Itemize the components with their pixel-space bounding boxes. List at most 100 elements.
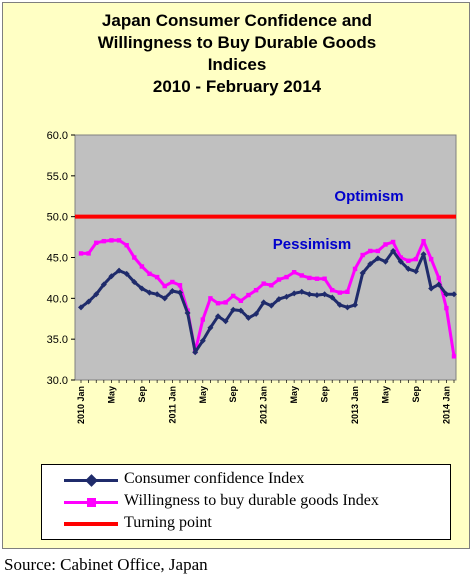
legend-label-turning-point: Turning point xyxy=(124,514,212,531)
x-tick-label: Sep xyxy=(228,386,238,403)
legend-label-willingness: Willingness to buy durable goods Index xyxy=(124,492,379,509)
data-point xyxy=(359,270,366,277)
x-tick-label: Sep xyxy=(411,386,421,403)
data-point xyxy=(443,291,450,298)
data-point xyxy=(146,289,153,296)
data-point xyxy=(298,288,305,295)
data-point xyxy=(374,255,381,262)
y-tick-label: 55.0 xyxy=(47,171,68,183)
data-point xyxy=(398,255,403,260)
data-point xyxy=(321,291,328,298)
data-point xyxy=(420,251,427,258)
data-point xyxy=(139,264,145,269)
y-tick-label: 60.0 xyxy=(47,130,68,142)
data-point xyxy=(344,304,351,311)
y-tick-label: 35.0 xyxy=(47,334,68,346)
series-layer xyxy=(75,214,457,359)
legend-swatch-turning-point xyxy=(64,522,118,526)
chart-title-line-3: Indices xyxy=(207,55,267,74)
data-point xyxy=(261,281,266,286)
data-point xyxy=(238,298,244,303)
data-point xyxy=(230,306,237,313)
data-point xyxy=(337,290,343,295)
x-tick-label: 2013 Jan xyxy=(350,386,360,424)
legend-item-turning-point: Turning point xyxy=(42,514,450,534)
data-point xyxy=(154,274,160,280)
data-point xyxy=(108,273,115,280)
data-point xyxy=(306,291,313,298)
data-point xyxy=(162,283,167,289)
data-point xyxy=(406,258,411,263)
x-tick-label: May xyxy=(289,386,299,404)
y-tick-label: 45.0 xyxy=(47,253,68,265)
data-point xyxy=(330,287,335,293)
chart-frame: Japan Consumer Confidence and Willingnes… xyxy=(2,2,470,549)
data-point xyxy=(329,294,336,301)
data-point xyxy=(260,299,267,306)
line-chart: 60.0 55.0 50.0 45.0 40.0 35.0 30.0 2010 Jan May… xyxy=(47,130,457,424)
data-point xyxy=(428,256,434,262)
data-point xyxy=(382,258,389,265)
data-point xyxy=(383,242,388,247)
data-point xyxy=(352,301,359,308)
data-point xyxy=(184,310,191,317)
legend-item-willingness: Willingness to buy durable goods Index xyxy=(42,492,450,512)
data-point xyxy=(170,279,175,285)
chart-title-line-4: 2010 - February 2014 xyxy=(152,77,322,96)
data-point xyxy=(100,281,107,288)
y-tick-label: 30.0 xyxy=(47,375,68,387)
data-point xyxy=(109,238,114,243)
data-point xyxy=(451,354,457,359)
data-point xyxy=(124,243,129,248)
data-point xyxy=(78,251,84,256)
data-point xyxy=(231,293,236,299)
legend-marker-square xyxy=(87,498,96,507)
data-point xyxy=(147,271,152,277)
data-point xyxy=(138,285,145,292)
data-point xyxy=(253,310,260,317)
data-point xyxy=(200,317,205,322)
legend-item-consumer-confidence: Consumer confidence Index xyxy=(42,470,450,490)
data-point xyxy=(177,283,183,288)
data-point xyxy=(367,261,374,268)
data-point xyxy=(428,285,435,292)
data-point xyxy=(131,279,138,285)
data-point xyxy=(123,270,130,277)
data-point xyxy=(237,307,244,314)
x-tick-label: May xyxy=(198,386,208,404)
data-point xyxy=(291,270,297,275)
data-point xyxy=(375,248,381,254)
data-point xyxy=(360,252,365,258)
data-point xyxy=(405,265,412,272)
data-point xyxy=(94,240,99,245)
data-point xyxy=(85,298,92,305)
data-point xyxy=(176,289,183,296)
data-point xyxy=(132,255,137,260)
data-point xyxy=(192,349,199,356)
data-point xyxy=(207,324,214,331)
y-tick-label: 40.0 xyxy=(47,293,68,305)
y-axis: 60.0 55.0 50.0 45.0 40.0 35.0 30.0 xyxy=(47,130,75,387)
data-point xyxy=(412,268,419,275)
x-tick-label: 2010 Jan xyxy=(76,386,86,424)
data-point xyxy=(284,274,289,280)
data-point xyxy=(116,238,122,243)
data-point xyxy=(199,337,206,344)
x-tick-label: 2011 Jan xyxy=(167,386,177,424)
data-point xyxy=(93,291,100,298)
legend-marker-diamond xyxy=(85,474,98,487)
data-point xyxy=(276,277,282,282)
data-point xyxy=(451,291,457,298)
data-point xyxy=(314,276,320,281)
data-point xyxy=(116,267,123,274)
legend-label-consumer-confidence: Consumer confidence Index xyxy=(124,470,305,487)
x-tick-label: 2012 Jan xyxy=(259,386,269,424)
chart-legend: Consumer confidence Index Willingness to… xyxy=(41,464,451,540)
x-tick-label: Sep xyxy=(137,386,147,403)
data-point xyxy=(215,313,222,320)
data-point xyxy=(223,300,228,305)
data-point xyxy=(245,314,252,321)
data-point xyxy=(101,238,107,244)
annotation-optimism: Optimism xyxy=(334,188,403,205)
x-tick-label: Sep xyxy=(320,386,330,403)
